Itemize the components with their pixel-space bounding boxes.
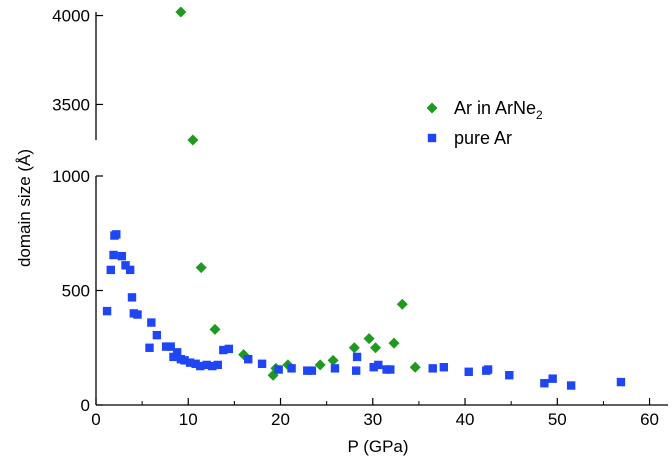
data-point-pure-ar-15 (166, 342, 175, 351)
legend-label-0: Ar in ArNe2 (454, 98, 543, 122)
data-point-pure-ar-28 (244, 355, 253, 364)
x-tick-60-label: 60 (640, 410, 659, 429)
data-point-pure-ar-35 (351, 366, 361, 375)
data-point-pure-ar-7 (125, 265, 135, 275)
data-point-pure-ar-43 (464, 367, 473, 376)
x-tick-30-label: 30 (363, 410, 382, 429)
data-point-pure-ar-26 (219, 345, 228, 355)
data-point-pure-ar-10 (133, 310, 142, 319)
data-point-pure-ar-4 (112, 230, 121, 239)
data-point-pure-ar-1 (106, 265, 115, 275)
data-point-pure-ar-50 (616, 377, 626, 387)
data-point-pure-ar-45 (483, 365, 493, 374)
data-point-pure-ar-27 (224, 344, 234, 354)
data-point-pure-ar-30 (274, 365, 283, 374)
data-point-pure-ar-31 (287, 364, 296, 373)
data-point-pure-ar-42 (439, 363, 449, 372)
data-point-pure-ar-47 (540, 379, 549, 388)
data-point-pure-ar-22 (196, 361, 205, 371)
data-point-ar-in-arne2-13 (388, 337, 400, 349)
axes: 3500 4000 0 500 1000 0 10 20 30 40 50 60 (52, 7, 668, 429)
data-point-pure-ar-21 (191, 359, 200, 368)
x-axis-title: P (GPa) (347, 437, 408, 456)
data-point-pure-ar-12 (147, 318, 156, 327)
data-point-ar-in-arne2-3 (209, 323, 221, 335)
data-point-pure-ar-38 (374, 360, 383, 370)
data-point-pure-ar-29 (257, 359, 267, 368)
x-tick-10-label: 10 (179, 410, 198, 429)
data-point-pure-ar-49 (566, 381, 576, 390)
data-point-pure-ar-46 (505, 371, 514, 380)
y-tick-3500-label: 3500 (52, 95, 90, 114)
y-tick-1000-label: 1000 (52, 167, 90, 186)
data-point-pure-ar-20 (185, 358, 195, 367)
data-point-ar-in-arne2-0 (175, 6, 187, 18)
data-point-pure-ar-17 (172, 348, 182, 357)
data-point-pure-ar-40 (386, 365, 395, 374)
data-point-pure-ar-24 (208, 361, 217, 371)
x-tick-0-label: 0 (91, 410, 100, 429)
data-point-ar-in-arne2-2 (195, 262, 207, 274)
data-point-ar-in-arne2-10 (348, 342, 360, 354)
data-point-pure-ar-32 (303, 366, 312, 375)
y-tick-500-label: 500 (62, 282, 90, 301)
x-tick-40-label: 40 (456, 410, 475, 429)
data-point-pure-ar-41 (428, 364, 437, 373)
data-point-ar-in-arne2-11 (363, 333, 375, 345)
data-point-pure-ar-5 (117, 251, 127, 261)
data-point-pure-ar-36 (352, 352, 362, 362)
data-point-pure-ar-48 (548, 374, 557, 383)
x-tick-50-label: 50 (548, 410, 567, 429)
x-tick-20-label: 20 (271, 410, 290, 429)
data-point-ar-in-arne2-12 (370, 342, 382, 354)
data-point-pure-ar-16 (169, 352, 178, 362)
data-point-pure-ar-25 (213, 360, 222, 370)
legend-label-1: pure Ar (454, 128, 512, 148)
y-tick-4000-label: 4000 (52, 7, 90, 26)
legend-marker-0 (426, 102, 438, 114)
data-point-ar-in-arne2-14 (396, 298, 408, 310)
y-tick-0-label: 0 (81, 396, 90, 415)
data-point-pure-ar-2 (109, 250, 118, 260)
data-point-pure-ar-0 (102, 306, 112, 316)
data-marks (102, 6, 626, 390)
data-point-pure-ar-11 (145, 343, 154, 352)
data-point-pure-ar-13 (152, 330, 162, 340)
legend-subscript-0: 2 (536, 108, 543, 122)
data-point-ar-in-arne2-8 (314, 359, 326, 371)
data-point-pure-ar-23 (202, 360, 211, 370)
data-point-ar-in-arne2-15 (409, 361, 421, 373)
data-point-pure-ar-34 (330, 364, 340, 373)
legend: Ar in ArNe2 pure Ar (426, 98, 543, 148)
data-point-ar-in-arne2-1 (187, 134, 199, 146)
data-point-pure-ar-14 (161, 342, 171, 351)
data-point-pure-ar-37 (369, 363, 378, 372)
data-point-pure-ar-19 (180, 356, 189, 365)
y-axis-title: domain size (Å) (15, 149, 34, 267)
data-point-ar-in-arne2-9 (327, 354, 339, 366)
legend-marker-1 (427, 133, 437, 143)
data-point-pure-ar-33 (307, 366, 317, 375)
data-point-pure-ar-8 (127, 293, 137, 302)
data-point-pure-ar-6 (121, 261, 130, 270)
